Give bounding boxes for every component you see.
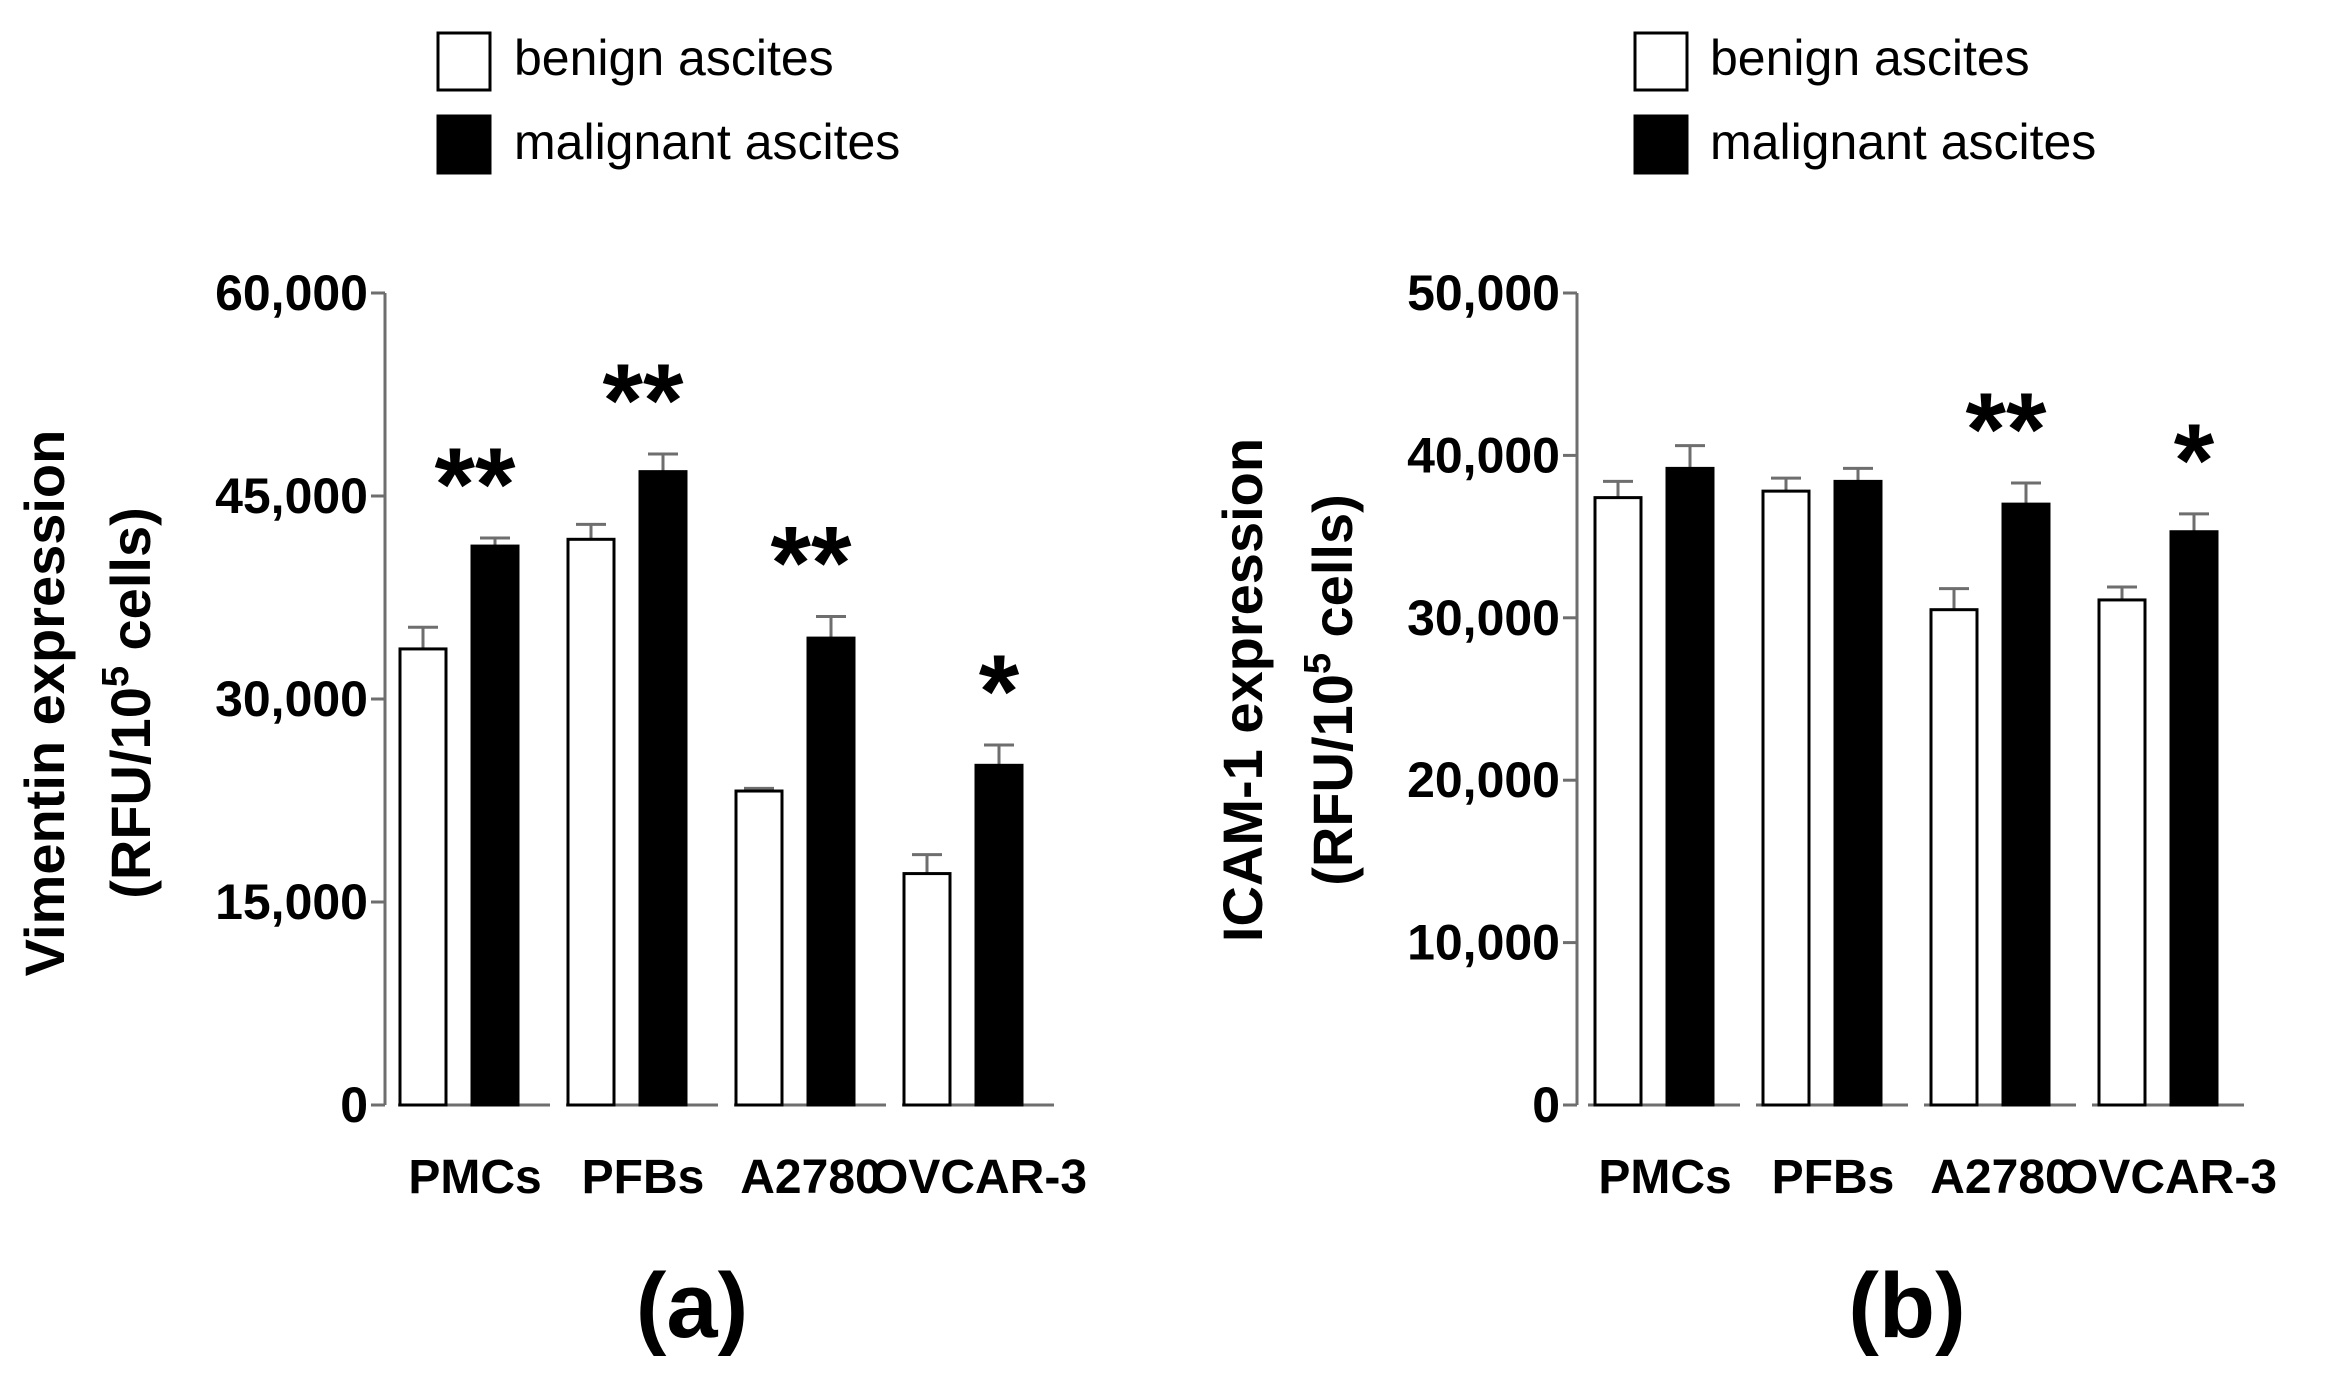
legend-b: benign ascites malignant ascites	[1633, 30, 2096, 175]
bar-a-benign	[734, 789, 784, 1107]
bar-a-benign	[566, 537, 616, 1107]
bar-a-benign	[398, 647, 448, 1107]
x-category-label-a: OVCAR-3	[871, 1151, 1087, 1204]
y-tick-label-b: 30,000	[1407, 590, 1560, 646]
y-axis-label-a-line1: Vimentin expression	[13, 430, 76, 977]
x-category-label-a: PFBs	[582, 1151, 705, 1204]
bar-b-malignant	[2001, 502, 2051, 1107]
y-tick-label-b: 10,000	[1407, 915, 1560, 971]
y-axis-label-a-line2: (RFU/105 cells)	[95, 507, 162, 899]
bar-a-benign	[902, 872, 952, 1107]
y-tick-label-a: 15,000	[215, 874, 368, 930]
bar-b-benign	[1929, 608, 1979, 1107]
legend-a: benign ascites malignant ascites	[436, 30, 900, 175]
y-tick-label-a: 45,000	[215, 468, 368, 524]
legend-b-malignant-swatch	[1633, 114, 1689, 175]
significance-marker-b: *	[2174, 403, 2215, 519]
bar-b-malignant	[2169, 530, 2219, 1107]
chart-icam1: ICAM-1 expression (RFU/105 cells) (b) 0 1…	[1211, 265, 2277, 1357]
legend-a-malignant-swatch	[436, 114, 492, 175]
significance-marker-b: **	[1966, 372, 2047, 488]
legend-b-benign-label: benign ascites	[1710, 30, 2030, 86]
bar-b-malignant	[1665, 466, 1715, 1107]
legend-b-malignant-label: malignant ascites	[1710, 114, 2096, 170]
legend-a-malignant-label: malignant ascites	[514, 114, 900, 170]
y-tick-label-a: 30,000	[215, 671, 368, 727]
y-tick-label-a: 60,000	[215, 265, 368, 321]
x-category-label-b: A2780	[1930, 1151, 2071, 1204]
bar-a-malignant	[974, 763, 1024, 1107]
y-tick-label-b: 50,000	[1407, 265, 1560, 321]
bar-b-malignant	[1833, 479, 1883, 1107]
bar-b-benign	[1593, 496, 1643, 1107]
significance-marker-a: **	[435, 427, 516, 543]
bar-b-benign	[2097, 598, 2147, 1107]
y-tick-label-b: 0	[1532, 1077, 1560, 1133]
significance-marker-a: *	[979, 634, 1020, 750]
legend-a-benign-label: benign ascites	[514, 30, 834, 86]
legend-b-benign-swatch	[1633, 31, 1689, 92]
x-category-label-b: PFBs	[1772, 1151, 1895, 1204]
panel-label-b: (b)	[1848, 1255, 1965, 1357]
bar-b-benign	[1761, 489, 1811, 1107]
y-tick-label-b: 20,000	[1407, 752, 1560, 808]
y-tick-label-a: 0	[340, 1077, 368, 1133]
bar-a-malignant	[638, 470, 688, 1107]
panel-label-a: (a)	[636, 1255, 748, 1357]
bar-a-malignant	[806, 636, 856, 1107]
significance-marker-a: **	[603, 343, 684, 459]
y-axis-label-b-line2: (RFU/105 cells)	[1297, 494, 1364, 886]
x-category-label-b: PMCs	[1598, 1151, 1731, 1204]
bar-a-malignant	[470, 544, 520, 1107]
x-category-label-b: OVCAR-3	[2061, 1151, 2277, 1204]
chart-vimentin: Vimentin expression (RFU/105 cells) (a) …	[13, 265, 1087, 1357]
x-category-label-a: A2780	[740, 1151, 881, 1204]
y-axis-label-b-line1: ICAM-1 expression	[1211, 438, 1274, 942]
significance-marker-a: **	[771, 505, 852, 621]
y-tick-label-b: 40,000	[1407, 427, 1560, 483]
legend-a-benign-swatch	[436, 31, 492, 92]
x-category-label-a: PMCs	[408, 1151, 541, 1204]
